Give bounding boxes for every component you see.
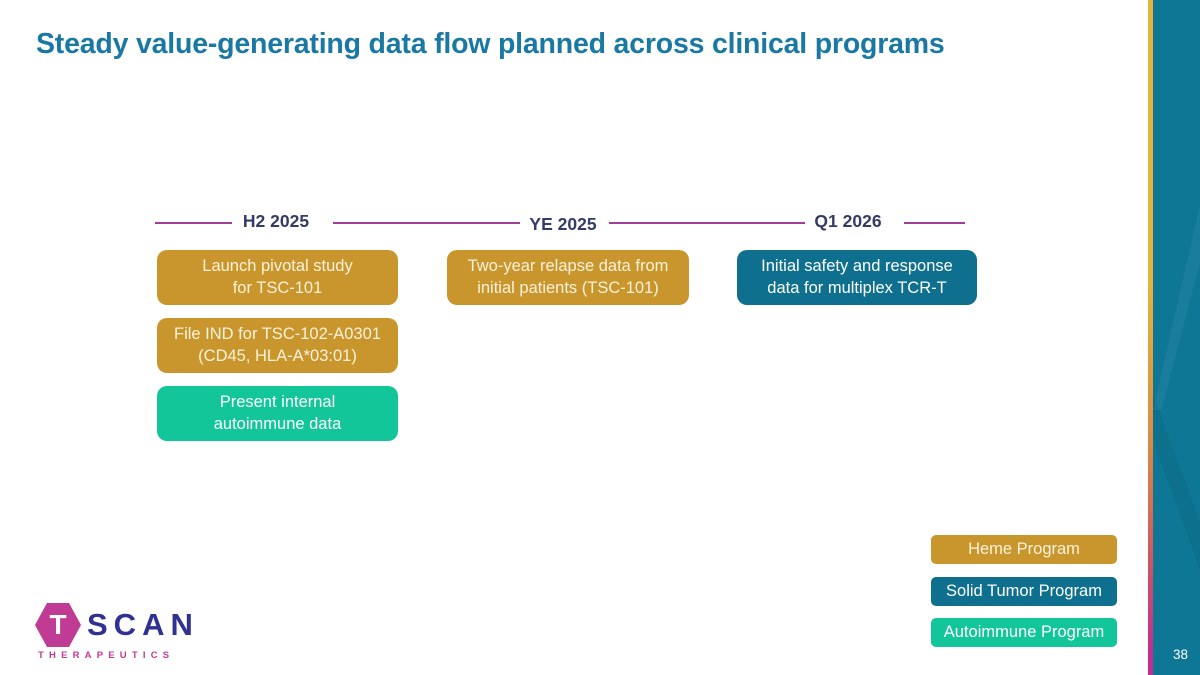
box-text-line: File IND for TSC-102-A0301 bbox=[174, 324, 381, 343]
page-number: 38 bbox=[1172, 647, 1188, 662]
milestone-box-launch-pivotal-study: Launch pivotal study for TSC-101 bbox=[157, 250, 398, 305]
timeline-line-segment bbox=[333, 222, 520, 224]
timeline-milestone-ye-2025: YE 2025 bbox=[529, 214, 597, 234]
box-text-line: autoimmune data bbox=[213, 414, 342, 433]
milestone-box-two-year-relapse-data: Two-year relapse data from initial patie… bbox=[447, 250, 689, 305]
legend-heme-program: Heme Program bbox=[931, 535, 1117, 564]
sidebar-chevron-pattern bbox=[1153, 395, 1200, 570]
logo-scan-text: SCAN bbox=[87, 607, 199, 642]
box-text-line: Present internal bbox=[219, 392, 336, 411]
logo-therapeutics-text: THERAPEUTICS bbox=[38, 650, 175, 661]
box-text-line: Two-year relapse data from bbox=[467, 256, 669, 275]
right-sidebar: 38 bbox=[1153, 0, 1200, 675]
box-text-line: data for multiplex TCR-T bbox=[767, 278, 947, 297]
timeline-line-segment bbox=[609, 222, 805, 224]
logo-t-letter: T bbox=[49, 609, 67, 640]
legend-autoimmune-program: Autoimmune Program bbox=[931, 618, 1117, 647]
timeline-line-segment bbox=[155, 222, 232, 224]
timeline-milestone-h2-2025: H2 2025 bbox=[242, 211, 310, 231]
tscan-hexagon-t-icon: T bbox=[35, 603, 81, 647]
legend-label: Heme Program bbox=[968, 540, 1080, 558]
legend-label: Solid Tumor Program bbox=[946, 582, 1102, 600]
page-title: Steady value-generating data flow planne… bbox=[36, 28, 945, 60]
tscan-logo: T SCAN THERAPEUTICS bbox=[35, 603, 199, 661]
milestone-box-present-autoimmune-data: Present internal autoimmune data bbox=[157, 386, 398, 441]
legend-label: Autoimmune Program bbox=[943, 623, 1105, 641]
timeline-line-segment bbox=[904, 222, 965, 224]
box-text-line: Initial safety and response bbox=[761, 256, 953, 275]
box-text-line: initial patients (TSC-101) bbox=[477, 278, 659, 297]
box-text-line: (CD45, HLA-A*03:01) bbox=[198, 346, 357, 365]
sidebar-chevron-pattern bbox=[1153, 205, 1200, 410]
legend-solid-tumor-program: Solid Tumor Program bbox=[931, 577, 1117, 606]
box-text-line: for TSC-101 bbox=[232, 278, 323, 297]
logo-row: T SCAN bbox=[35, 603, 199, 647]
milestone-box-file-ind-tsc-102: File IND for TSC-102-A0301 (CD45, HLA-A*… bbox=[157, 318, 398, 373]
milestone-box-multiplex-tcr-t-data: Initial safety and response data for mul… bbox=[737, 250, 977, 305]
timeline-milestone-q1-2026: Q1 2026 bbox=[814, 211, 882, 231]
accent-gradient-stripe bbox=[1148, 0, 1153, 675]
box-text-line: Launch pivotal study bbox=[202, 256, 353, 275]
